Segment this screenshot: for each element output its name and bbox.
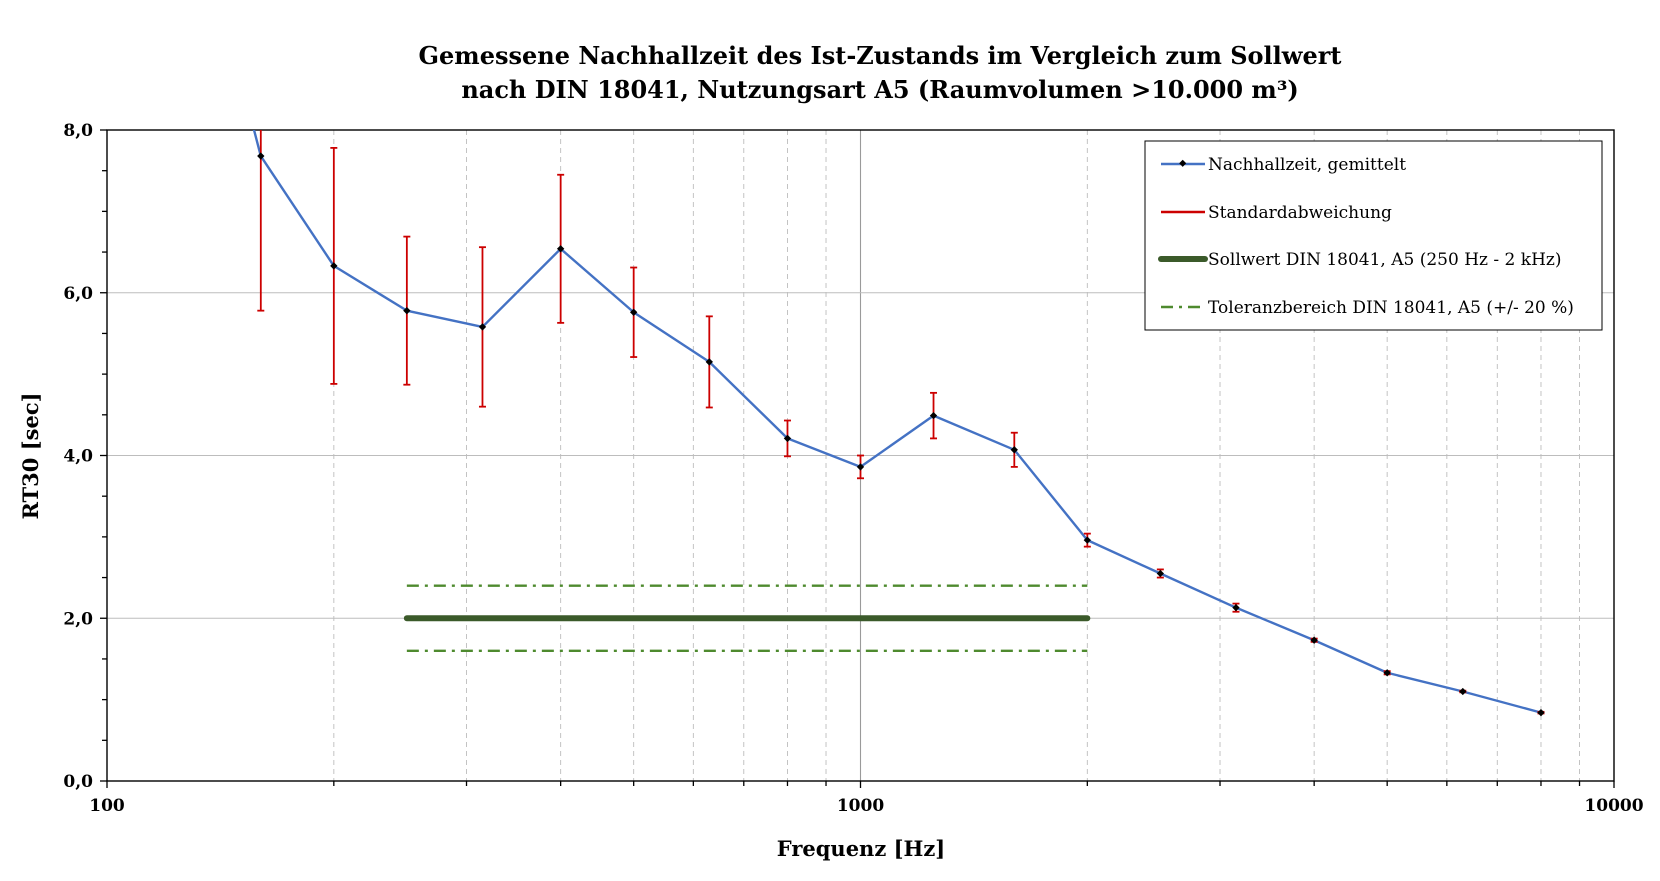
x-axis-title: Frequenz [Hz] [777, 836, 945, 861]
data-point-marker [783, 434, 792, 443]
legend-entry-target: Sollwert DIN 18041, A5 (250 Hz - 2 kHz) [1158, 250, 1562, 270]
legend: Nachhallzeit, gemittelt Standardabweichu… [1144, 140, 1603, 331]
data-point-marker [1083, 536, 1092, 544]
reference-lines [403, 584, 1091, 652]
legend-entry-stddev: Standardabweichung [1161, 203, 1392, 223]
chart-title-line-2: nach DIN 18041, Nutzungsart A5 (Raumvolu… [461, 75, 1298, 104]
y-tick-label: 0,0 [63, 772, 93, 792]
y-tick-label: 8,0 [63, 121, 93, 141]
data-point-marker [856, 463, 865, 471]
x-tick-label: 100 [89, 796, 125, 816]
legend-entry-mean: Nachhallzeit, gemittelt [1161, 155, 1406, 175]
chart-title: Gemessene Nachhallzeit des Ist-Zustands … [419, 41, 1342, 104]
y-axis-title: RT30 [sec] [18, 392, 43, 519]
y-tick-label: 2,0 [63, 609, 93, 629]
y-tick-label: 4,0 [63, 447, 93, 467]
legend-label-tolerance: Toleranzbereich DIN 18041, A5 (+/- 20 %) [1208, 298, 1574, 318]
data-point-marker [478, 323, 487, 331]
x-tick-label: 10000 [1584, 796, 1643, 816]
chart-title-line-1: Gemessene Nachhallzeit des Ist-Zustands … [419, 41, 1342, 70]
legend-label-mean: Nachhallzeit, gemittelt [1208, 155, 1406, 175]
data-point-marker [1537, 708, 1545, 717]
legend-box [1144, 140, 1603, 331]
error-bars [257, 130, 1545, 715]
data-point-marker [1459, 687, 1467, 696]
data-point-marker [1010, 446, 1018, 454]
x-tick-label: 1000 [837, 796, 884, 816]
data-point-marker [1232, 603, 1240, 612]
legend-entry-tolerance: Toleranzbereich DIN 18041, A5 (+/- 20 %) [1161, 298, 1574, 318]
data-point-marker [403, 306, 411, 315]
axes: 0,0 2,0 4,0 6,0 8,0 100 1000 10000 [63, 121, 1643, 816]
data-point-marker [1383, 669, 1391, 677]
legend-marker-mean [1179, 159, 1187, 167]
data-point-marker [257, 152, 265, 160]
data-point-marker [1310, 636, 1318, 644]
data-markers [257, 152, 1545, 717]
legend-label-target: Sollwert DIN 18041, A5 (250 Hz - 2 kHz) [1208, 250, 1562, 270]
data-point-marker [629, 308, 638, 316]
data-point-marker [1156, 569, 1165, 578]
legend-label-stddev: Standardabweichung [1208, 203, 1392, 223]
y-tick-label: 6,0 [63, 284, 93, 304]
